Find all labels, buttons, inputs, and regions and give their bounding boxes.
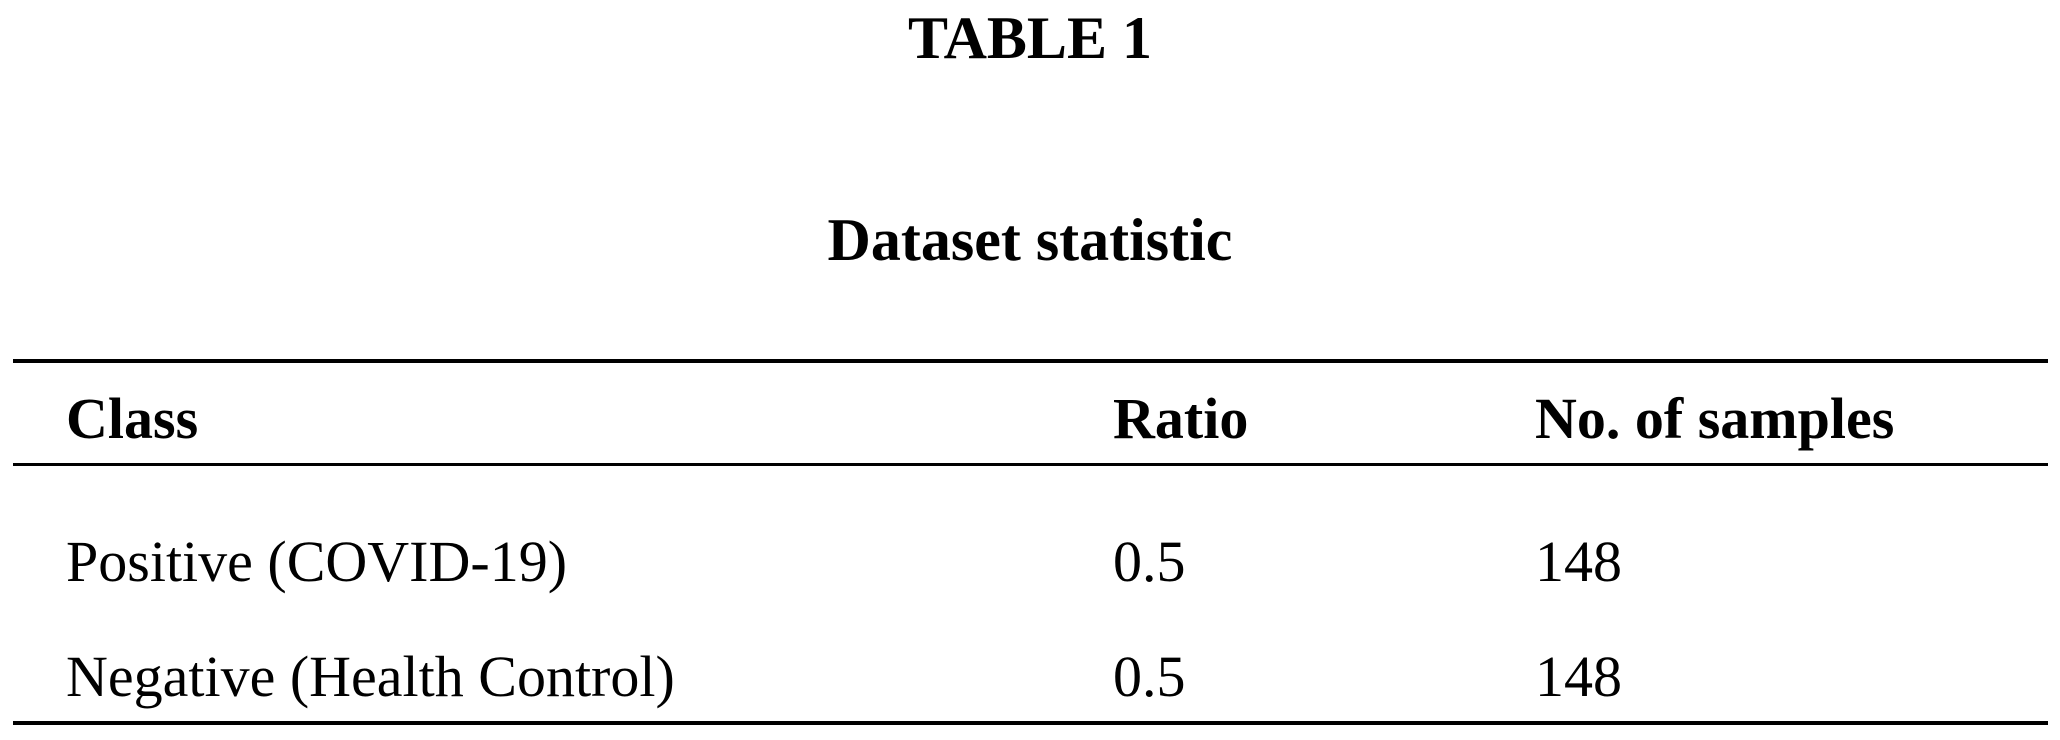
column-header: Class — [66, 386, 199, 451]
table-cell: Positive (COVID-19) — [66, 529, 568, 594]
table-cell: 148 — [1535, 644, 1622, 709]
column-header: No. of samples — [1535, 386, 1895, 451]
table-subtitle: Dataset statistic — [827, 207, 1233, 273]
table-cell: 148 — [1535, 529, 1622, 594]
top-rule — [13, 359, 2048, 363]
bottom-rule — [13, 721, 2048, 725]
table-cell: 0.5 — [1113, 644, 1186, 709]
table-cell: Negative (Health Control) — [66, 644, 675, 709]
header-rule — [13, 463, 2048, 466]
table-title: TABLE 1 — [908, 5, 1152, 71]
table-cell: 0.5 — [1113, 529, 1186, 594]
column-header: Ratio — [1113, 386, 1249, 451]
